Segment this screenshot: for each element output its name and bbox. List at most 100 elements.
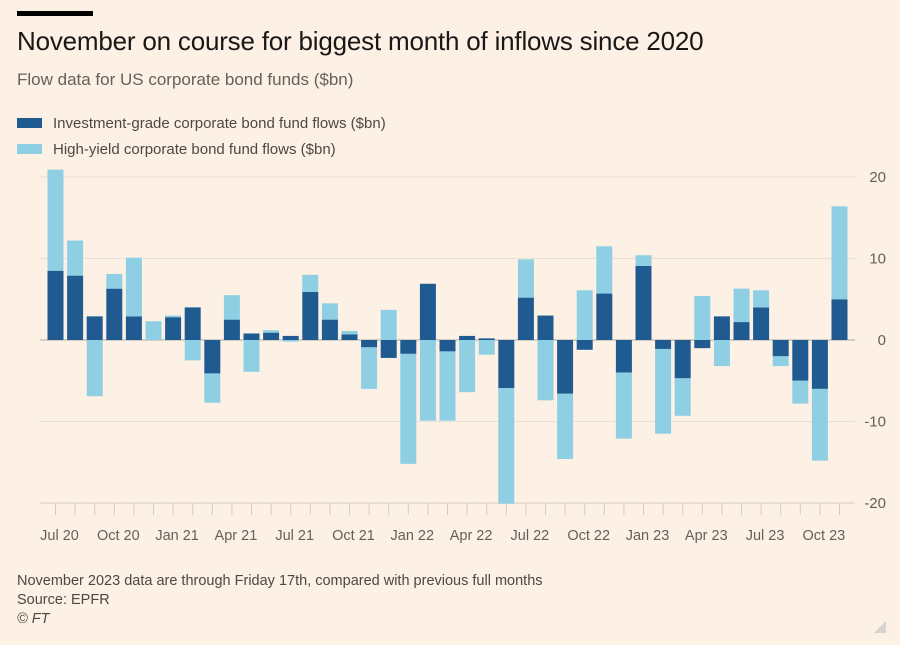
x-tick-label: Oct 21 — [332, 528, 375, 544]
footer: November 2023 data are through Friday 17… — [17, 572, 543, 629]
bar-investment-grade — [47, 270, 64, 340]
bar-investment-grade — [165, 317, 182, 340]
x-tick-label: Apr 22 — [450, 528, 493, 544]
bar-investment-grade — [321, 319, 338, 340]
bar-high-yield — [674, 378, 691, 416]
bar-investment-grade — [694, 340, 711, 349]
bar-high-yield — [165, 315, 182, 318]
y-axis: 20 10 0 -10 -20 — [864, 169, 886, 512]
bar-high-yield — [67, 240, 84, 276]
legend: Investment-grade corporate bond fund flo… — [17, 110, 386, 162]
bar-investment-grade — [439, 340, 456, 352]
bar-investment-grade — [263, 332, 280, 340]
bar-high-yield — [498, 388, 515, 504]
bar-high-yield — [459, 340, 476, 393]
bar-investment-grade — [596, 293, 613, 340]
bar-high-yield — [47, 169, 64, 271]
bar-investment-grade — [615, 340, 632, 373]
bar-investment-grade — [831, 299, 848, 340]
bar-investment-grade — [674, 340, 691, 379]
x-tick-label: Jan 21 — [155, 528, 199, 544]
bar-chart: Jul 20 Oct 20 Jan 21 Apr 21 Jul 21 Oct 21 Jan … — [40, 169, 886, 544]
bar-investment-grade — [655, 340, 672, 349]
bar-high-yield — [361, 347, 378, 389]
bar-high-yield — [106, 273, 123, 289]
bar-investment-grade — [400, 340, 417, 354]
x-tick-label: Oct 20 — [97, 528, 140, 544]
legend-item-investment-grade: Investment-grade corporate bond fund flo… — [17, 110, 386, 136]
bar-investment-grade — [498, 340, 515, 389]
bar-high-yield — [792, 380, 809, 404]
y-tick-label: -20 — [864, 495, 886, 512]
chart-subtitle: Flow data for US corporate bond funds ($… — [17, 70, 354, 89]
bar-investment-grade — [361, 340, 378, 348]
bar-high-yield — [694, 295, 711, 340]
x-tick-label: Apr 21 — [215, 528, 258, 544]
bar-high-yield — [282, 340, 299, 342]
bar-high-yield — [204, 373, 221, 403]
bars — [47, 169, 848, 504]
bar-investment-grade — [106, 288, 123, 340]
x-axis: Jul 20 Oct 20 Jan 21 Apr 21 Jul 21 Oct 21 Jan … — [40, 503, 845, 544]
x-tick-label: Jul 20 — [40, 528, 79, 544]
x-tick-label: Oct 22 — [567, 528, 610, 544]
bar-high-yield — [635, 255, 652, 266]
bar-high-yield — [733, 288, 750, 323]
bar-investment-grade — [576, 340, 593, 350]
footnote: November 2023 data are through Friday 17… — [17, 573, 543, 589]
bar-investment-grade — [753, 307, 770, 340]
resize-handle-icon — [874, 621, 886, 633]
bar-investment-grade — [811, 340, 828, 389]
bar-investment-grade — [223, 319, 240, 340]
bar-high-yield — [557, 393, 574, 459]
bar-investment-grade — [419, 283, 436, 340]
chart-title: November on course for biggest month of … — [17, 26, 704, 56]
bar-high-yield — [321, 303, 338, 320]
bar-investment-grade — [537, 315, 554, 340]
bar-investment-grade — [380, 340, 397, 358]
bar-high-yield — [380, 309, 397, 340]
bar-high-yield — [753, 290, 770, 308]
x-tick-label: Jul 23 — [746, 528, 785, 544]
bar-high-yield — [125, 257, 142, 317]
x-tick-label: Jan 22 — [391, 528, 435, 544]
bar-high-yield — [576, 290, 593, 340]
bar-investment-grade — [478, 338, 495, 340]
legend-swatch-high-yield — [17, 144, 42, 154]
bar-high-yield — [655, 348, 672, 434]
bar-high-yield — [831, 206, 848, 300]
bar-investment-grade — [635, 265, 652, 340]
x-tick-label: Jul 21 — [275, 528, 314, 544]
copyright: © FT — [17, 611, 50, 627]
bar-investment-grade — [772, 340, 789, 357]
bar-high-yield — [341, 331, 358, 335]
bar-investment-grade — [125, 316, 142, 340]
bar-high-yield — [811, 388, 828, 461]
y-tick-label: 0 — [878, 332, 886, 349]
x-tick-label: Apr 23 — [685, 528, 728, 544]
bar-investment-grade — [184, 307, 201, 340]
bar-high-yield — [145, 321, 162, 340]
y-tick-label: -10 — [864, 414, 886, 431]
x-tick-label: Jan 23 — [626, 528, 670, 544]
bar-high-yield — [302, 274, 319, 292]
bar-high-yield — [184, 340, 201, 361]
bar-high-yield — [263, 330, 280, 333]
bar-high-yield — [713, 340, 730, 367]
bar-investment-grade — [204, 340, 221, 374]
bar-high-yield — [86, 340, 103, 397]
legend-label-high-yield: High-yield corporate bond fund flows ($b… — [53, 140, 336, 158]
bar-high-yield — [517, 259, 534, 298]
bar-investment-grade — [459, 335, 476, 340]
legend-label-investment-grade: Investment-grade corporate bond fund flo… — [53, 114, 386, 132]
bar-high-yield — [772, 356, 789, 367]
bar-high-yield — [243, 340, 260, 372]
bar-investment-grade — [243, 333, 260, 340]
legend-item-high-yield: High-yield corporate bond fund flows ($b… — [17, 136, 386, 162]
bar-investment-grade — [733, 322, 750, 340]
bar-investment-grade — [713, 316, 730, 340]
bar-high-yield — [419, 340, 436, 421]
bar-high-yield — [478, 340, 495, 355]
bar-investment-grade — [86, 316, 103, 340]
bar-high-yield — [615, 372, 632, 439]
